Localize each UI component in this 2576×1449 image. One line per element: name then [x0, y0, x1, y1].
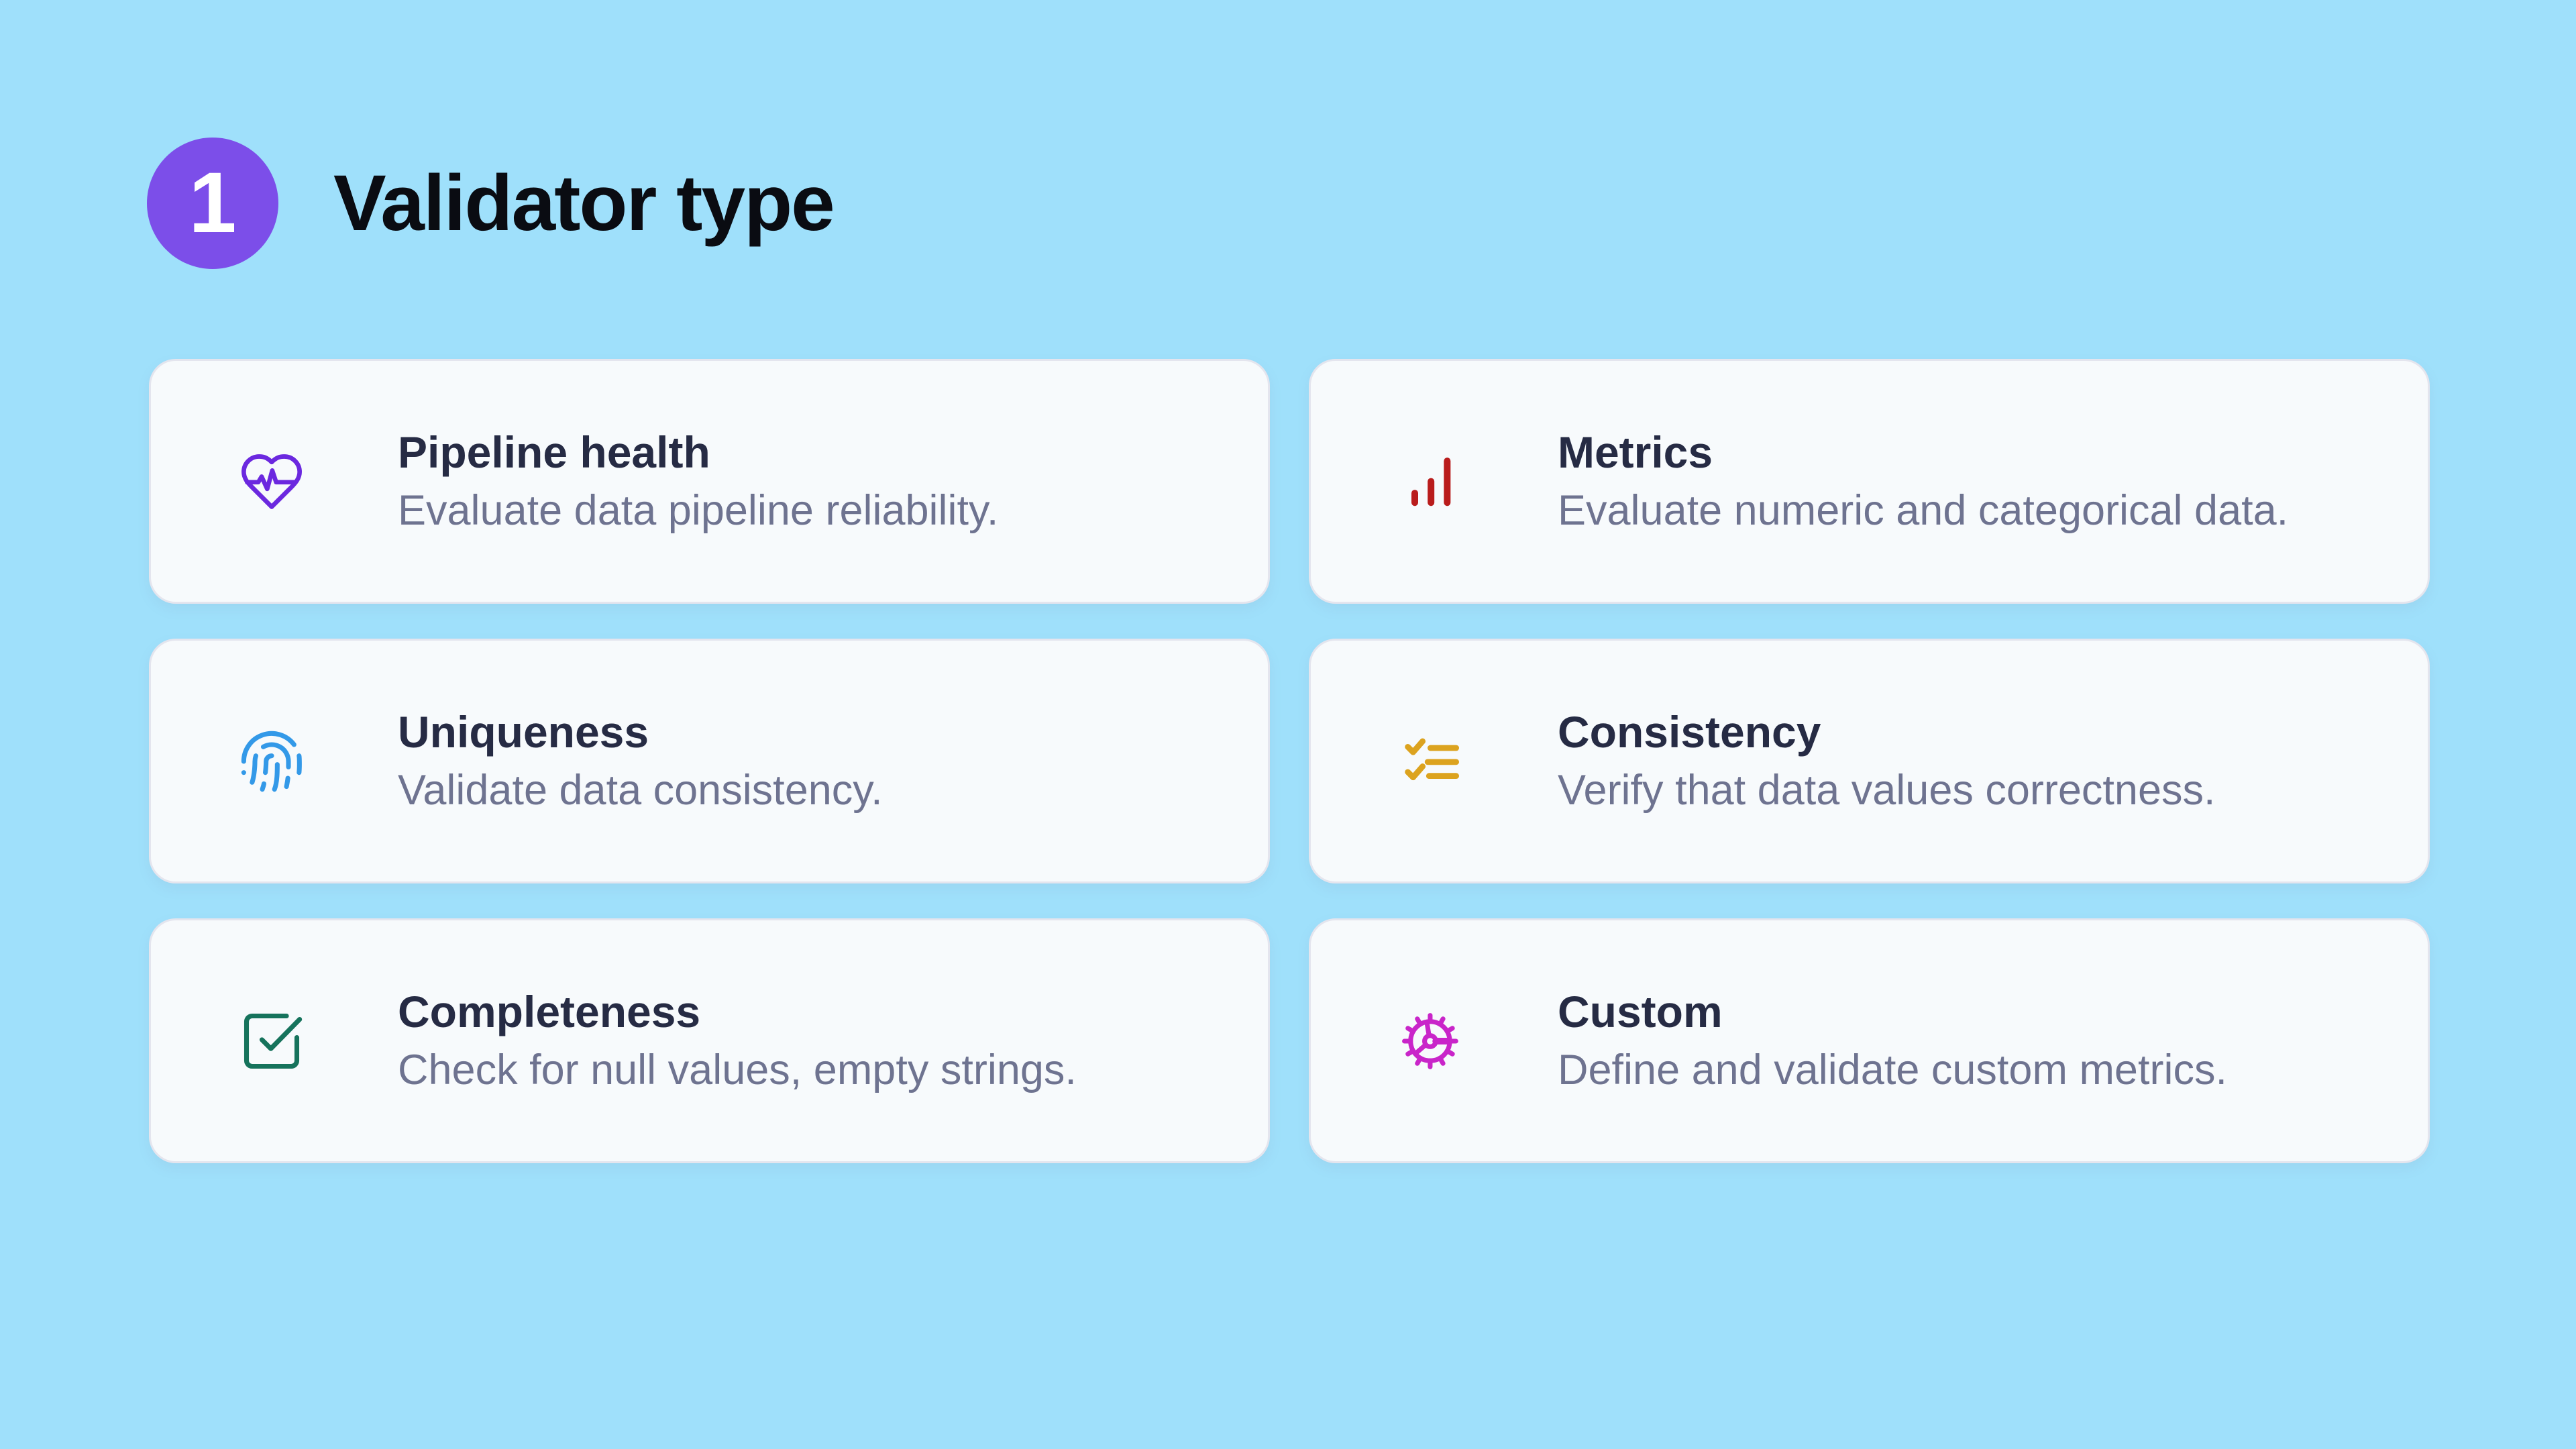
card-description: Define and validate custom metrics. [1558, 1046, 2227, 1094]
checkbox-check-svg [244, 1013, 303, 1069]
card-text: Completeness Check for null values, empt… [398, 985, 1137, 1096]
card-text: Consistency Verify that data values corr… [1558, 706, 2276, 816]
card-custom[interactable]: Custom Define and validate custom metric… [1309, 918, 2430, 1163]
bar-chart-svg [1411, 457, 1451, 506]
card-description: Evaluate data pipeline reliability. [398, 487, 999, 535]
heart-pulse-svg [241, 453, 302, 509]
bar-chart-icon [1398, 448, 1465, 515]
card-completeness[interactable]: Completeness Check for null values, empt… [149, 918, 1270, 1163]
card-title: Uniqueness [398, 707, 649, 757]
card-title: Custom [1558, 987, 1723, 1037]
validator-type-options: Pipeline health Evaluate data pipeline r… [149, 359, 2430, 1163]
checkbox-check-icon [238, 1008, 305, 1075]
header: 1 Validator type [147, 138, 835, 269]
fingerprint-icon [238, 728, 305, 795]
card-text: Pipeline health Evaluate data pipeline r… [398, 426, 1059, 537]
checklist-icon [1398, 728, 1465, 795]
step-number: 1 [189, 155, 237, 251]
card-consistency[interactable]: Consistency Verify that data values corr… [1309, 639, 2430, 883]
card-description: Validate data consistency. [398, 767, 883, 814]
card-description: Check for null values, empty strings. [398, 1046, 1077, 1094]
card-title: Pipeline health [398, 427, 710, 478]
card-description: Verify that data values correctness. [1558, 767, 2216, 814]
card-title: Metrics [1558, 427, 1713, 478]
card-text: Uniqueness Validate data consistency. [398, 706, 943, 816]
card-description: Evaluate numeric and categorical data. [1558, 487, 2289, 535]
card-text: Custom Define and validate custom metric… [1558, 985, 2288, 1096]
page-title: Validator type [333, 159, 835, 248]
gear-svg [1402, 1012, 1458, 1069]
card-metrics[interactable]: Metrics Evaluate numeric and categorical… [1309, 359, 2430, 604]
card-title: Consistency [1558, 707, 1821, 757]
checklist-svg [1405, 738, 1460, 780]
card-title: Completeness [398, 987, 701, 1037]
card-uniqueness[interactable]: Uniqueness Validate data consistency. [149, 639, 1270, 883]
card-pipeline-health[interactable]: Pipeline health Evaluate data pipeline r… [149, 359, 1270, 604]
card-text: Metrics Evaluate numeric and categorical… [1558, 426, 2349, 537]
gear-icon [1398, 1008, 1465, 1075]
fingerprint-svg [241, 731, 302, 792]
step-number-badge: 1 [147, 138, 278, 269]
heart-pulse-icon [238, 448, 305, 515]
